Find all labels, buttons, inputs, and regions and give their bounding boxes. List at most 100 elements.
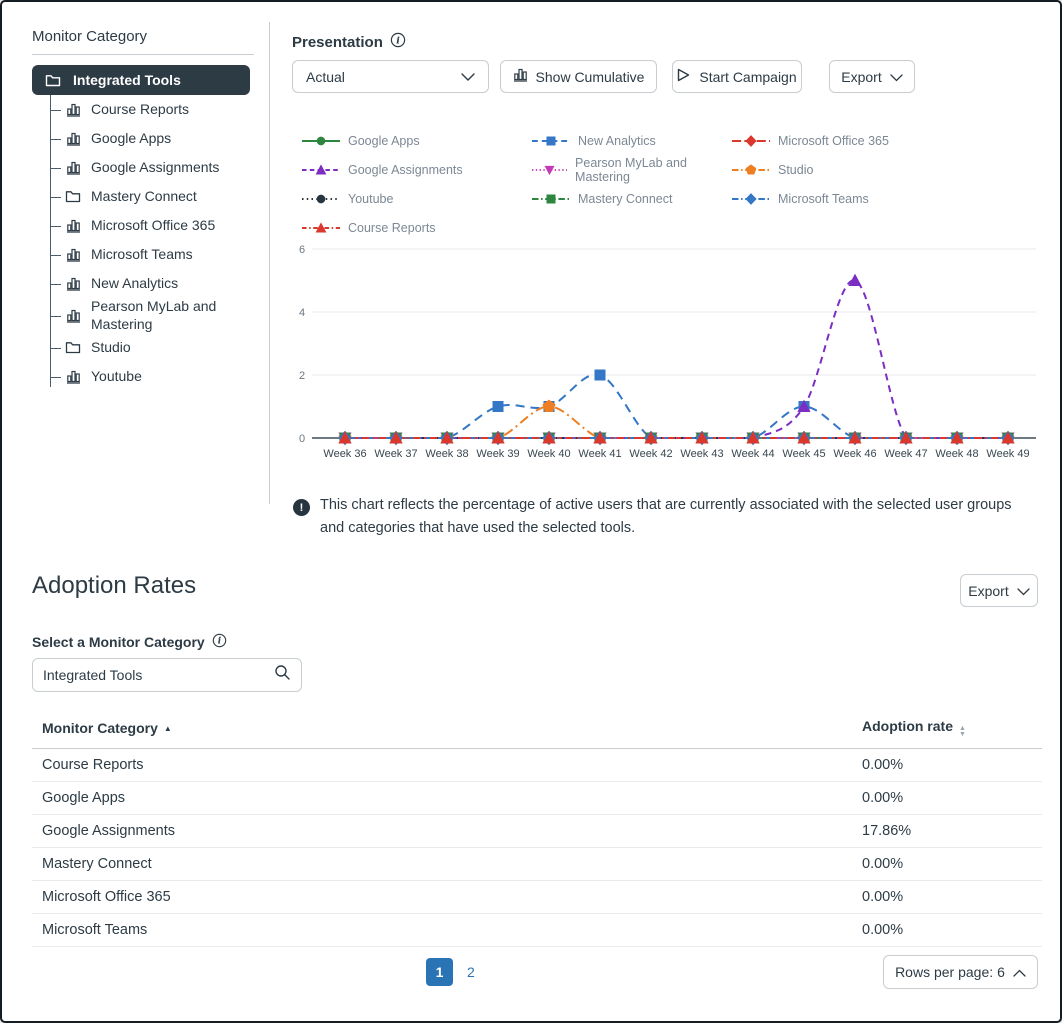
legend-item-google-apps[interactable]: Google Apps <box>302 131 532 151</box>
cell-category: Microsoft Teams <box>32 913 852 948</box>
adoption-export-button[interactable]: Export <box>960 574 1038 607</box>
chart-export-button[interactable]: Export <box>829 60 915 93</box>
chevron-down-icon <box>890 69 903 85</box>
svg-text:Week 38: Week 38 <box>425 448 468 460</box>
sidebar-item-label: Studio <box>91 338 131 355</box>
sidebar-item-course-reports[interactable]: Course Reports <box>50 95 260 124</box>
sidebar-item-label: New Analytics <box>91 274 179 291</box>
legend-item-course-reports[interactable]: Course Reports <box>302 218 532 238</box>
play-icon <box>677 68 690 85</box>
show-cumulative-button[interactable]: Show Cumulative <box>500 60 657 93</box>
legend-label: Microsoft Teams <box>778 192 869 206</box>
folder-icon <box>64 190 82 203</box>
sidebar-item-microsoft-teams[interactable]: Microsoft Teams <box>50 240 260 269</box>
sidebar-item-new-analytics[interactable]: New Analytics <box>50 269 260 298</box>
legend-label: Google Apps <box>348 134 420 148</box>
svg-text:Week 49: Week 49 <box>986 448 1029 460</box>
svg-text:Week 46: Week 46 <box>833 448 876 460</box>
presentation-label: Presentation i <box>292 32 406 52</box>
sidebar-item-integrated-tools[interactable]: Integrated Tools <box>32 65 250 95</box>
table-row-course-reports: Course Reports 0.00% <box>32 748 1042 783</box>
svg-text:i: i <box>218 637 221 647</box>
sort-both-icon: ▲ ▼ <box>959 725 966 738</box>
legend-marker <box>732 164 770 175</box>
legend-label: Pearson MyLab and Mastering <box>575 156 687 184</box>
table-row-microsoft-office-365: Microsoft Office 365 0.00% <box>32 880 1042 915</box>
svg-text:Week 36: Week 36 <box>323 448 366 460</box>
info-icon[interactable]: i <box>390 32 406 52</box>
legend-item-new-analytics[interactable]: New Analytics <box>532 131 732 151</box>
legend-item-microsoft-office-365[interactable]: Microsoft Office 365 <box>732 131 889 151</box>
page-button-1[interactable]: 1 <box>426 958 453 986</box>
sidebar-item-label: Mastery Connect <box>91 187 197 204</box>
sidebar-item-label: Pearson MyLab and Mastering <box>91 298 217 332</box>
sidebar-item-label: Course Reports <box>91 100 190 117</box>
chevron-down-icon <box>461 69 475 85</box>
sidebar-item-google-assignments[interactable]: Google Assignments <box>50 153 260 182</box>
legend-item-youtube[interactable]: Youtube <box>302 189 532 209</box>
cell-category: Google Assignments <box>32 814 852 849</box>
sidebar-item-google-apps[interactable]: Google Apps <box>50 124 260 153</box>
tree-connector-line <box>50 95 51 387</box>
table-row-google-apps: Google Apps 0.00% <box>32 781 1042 816</box>
legend-marker <box>302 136 340 146</box>
cell-category: Mastery Connect <box>32 847 852 882</box>
sidebar-item-microsoft-office-365[interactable]: Microsoft Office 365 <box>50 211 260 240</box>
sidebar-root-label: Integrated Tools <box>73 72 181 88</box>
chart-icon <box>64 132 82 146</box>
sidebar-item-label: Youtube <box>91 367 142 384</box>
sidebar-item-studio[interactable]: Studio <box>50 333 260 362</box>
svg-text:0: 0 <box>299 433 305 445</box>
legend-item-pearson-mylab-and-mastering[interactable]: Pearson MyLab and Mastering <box>532 156 732 184</box>
adoption-rates-table: Monitor Category ▲ Adoption rate ▲ ▼ Course… <box>32 709 1042 948</box>
svg-text:Week 45: Week 45 <box>782 448 825 460</box>
info-icon[interactable]: i <box>212 633 227 651</box>
chart-icon <box>64 161 82 175</box>
search-input[interactable] <box>43 667 274 683</box>
sidebar-item-label: Google Assignments <box>91 158 220 175</box>
vertical-divider <box>269 22 270 504</box>
svg-text:Week 48: Week 48 <box>935 448 978 460</box>
legend-item-mastery-connect[interactable]: Mastery Connect <box>532 189 732 209</box>
chart-icon <box>64 370 82 384</box>
rows-per-page-label: Rows per page: <box>895 964 994 980</box>
svg-text:Week 47: Week 47 <box>884 448 927 460</box>
page-button-2[interactable]: 2 <box>467 964 475 980</box>
legend-item-google-assignments[interactable]: Google Assignments <box>302 160 532 180</box>
column-header-adoption-rate[interactable]: Adoption rate ▲ ▼ <box>852 709 1042 750</box>
sidebar-item-youtube[interactable]: Youtube <box>50 362 260 391</box>
legend-label: Studio <box>778 163 814 177</box>
legend-marker <box>302 194 340 204</box>
start-campaign-button[interactable]: Start Campaign <box>672 60 802 93</box>
sidebar-item-label: Google Apps <box>91 129 172 146</box>
sidebar-item-mastery-connect[interactable]: Mastery Connect <box>50 182 260 211</box>
legend-item-studio[interactable]: Studio <box>732 160 889 180</box>
sort-ascending-icon: ▲ <box>163 723 172 733</box>
cell-category: Google Apps <box>32 781 852 816</box>
column-header-monitor-category[interactable]: Monitor Category ▲ <box>32 709 852 750</box>
chart-note: This chart reflects the percentage of ac… <box>320 497 1012 537</box>
bar-chart-icon <box>513 68 528 85</box>
presentation-select[interactable]: Actual <box>292 60 489 93</box>
chevron-up-icon <box>1013 964 1026 980</box>
adoption-rates-title: Adoption Rates <box>32 572 197 599</box>
sidebar-item-pearson-mylab-and-mastering[interactable]: Pearson MyLab and Mastering <box>50 298 260 333</box>
adoption-rate-header-label: Adoption rate <box>862 718 953 734</box>
cell-rate: 17.86% <box>852 814 1042 849</box>
rows-per-page-button[interactable]: Rows per page: 6 <box>883 955 1038 989</box>
cell-rate: 0.00% <box>852 913 1042 948</box>
table-row-google-assignments: Google Assignments 17.86% <box>32 814 1042 849</box>
cell-category: Course Reports <box>32 748 852 783</box>
legend-marker <box>732 135 770 147</box>
svg-text:6: 6 <box>299 244 305 256</box>
chart-icon <box>64 248 82 262</box>
adoption-export-label: Export <box>968 582 1009 599</box>
legend-item-microsoft-teams[interactable]: Microsoft Teams <box>732 189 889 209</box>
select-monitor-category-text: Select a Monitor Category <box>32 634 205 650</box>
chart-icon <box>64 219 82 233</box>
chart-icon <box>64 103 82 117</box>
adoption-line-chart: 6 4 2 0 Week 36 Week 37 Week 38 Week 39 Week 40 W… <box>294 239 1042 471</box>
chart-legend: Google Apps New Analytics Microsoft Office… <box>302 131 889 238</box>
monitor-category-search[interactable] <box>32 658 302 692</box>
